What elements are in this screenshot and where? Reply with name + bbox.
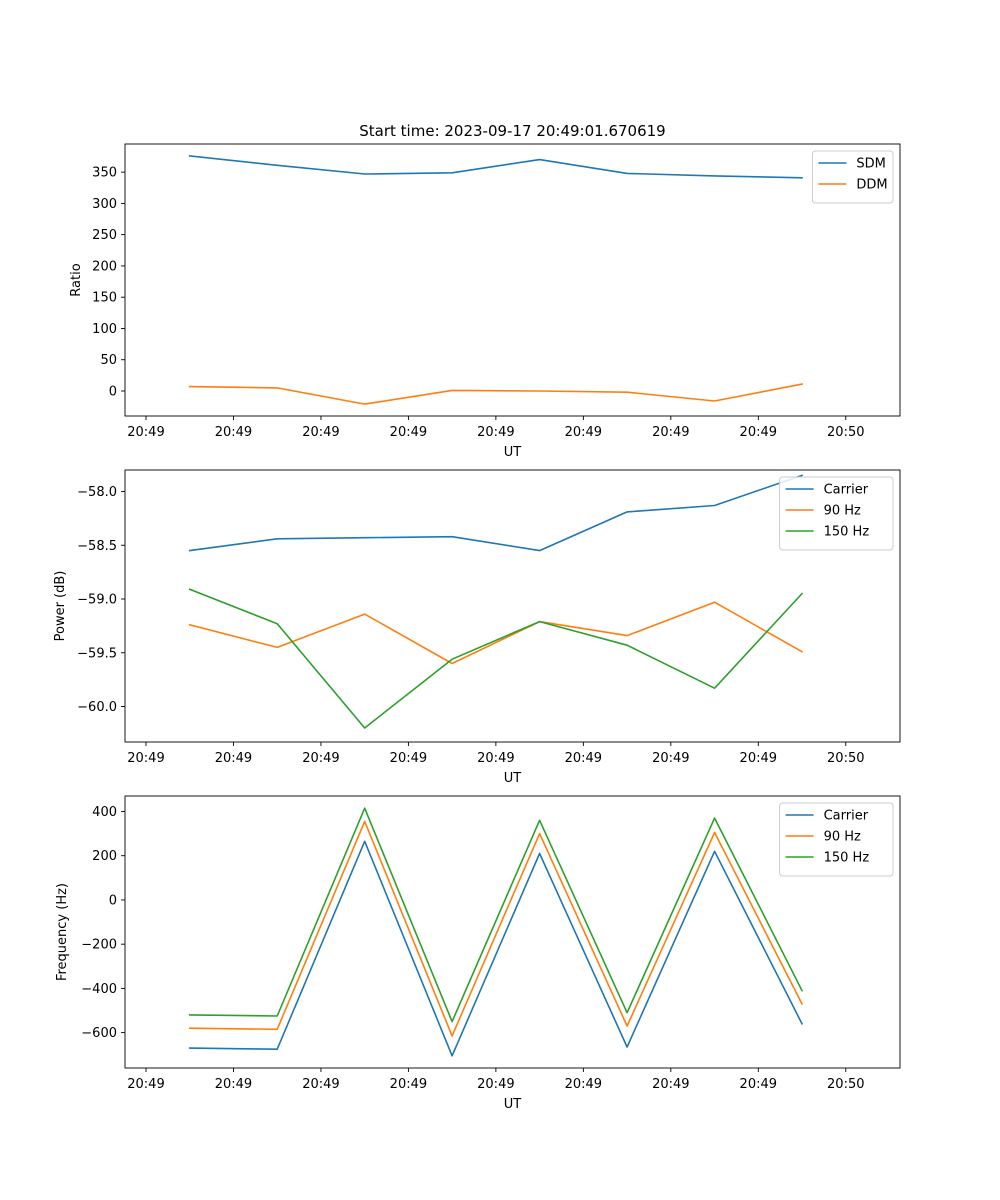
series-line-150-hz	[188, 588, 804, 729]
y-tick-label: 400	[92, 805, 117, 820]
plot-area-frame	[124, 469, 901, 743]
y-tick-label: −200	[81, 938, 117, 953]
subplot-2: 20:49 20:49 20:49 20:49 20:49 20:49 20:49 20:49…	[53, 469, 901, 786]
x-tick-label: 20:49	[302, 751, 339, 766]
y-tick-label: 150	[92, 291, 117, 306]
figure-title: Start time: 2023-09-17 20:49:01.670619	[359, 122, 665, 140]
x-tick-label: 20:49	[127, 425, 164, 440]
y-tick-label: 200	[92, 259, 117, 274]
x-tick-label: 20:49	[390, 1077, 427, 1092]
legend-label: DDM	[856, 178, 887, 193]
legend-label: 90 Hz	[824, 830, 861, 845]
plot-area-frame	[124, 795, 901, 1069]
series-line-carrier	[188, 840, 804, 1057]
y-tick-label: −59.0	[77, 593, 117, 608]
legend-label: 150 Hz	[824, 525, 870, 540]
x-tick-label: 20:49	[390, 751, 427, 766]
x-tick-label: 20:49	[215, 425, 252, 440]
y-axis-label: Power (dB)	[53, 571, 68, 642]
legend: Carrier 90 Hz 150 Hz	[779, 476, 894, 551]
x-axis-label: UT	[504, 771, 522, 786]
x-tick-label: 20:49	[652, 425, 689, 440]
x-tick-label: 20:50	[827, 1077, 864, 1092]
legend-label: SDM	[856, 157, 885, 172]
legend-label: 150 Hz	[824, 851, 870, 866]
x-tick-label: 20:49	[127, 1077, 164, 1092]
subplot-3: 20:49 20:49 20:49 20:49 20:49 20:49 20:49 20:49…	[55, 795, 901, 1112]
y-tick-label: −58.5	[77, 539, 117, 554]
x-axis-label: UT	[504, 1097, 522, 1112]
legend: SDM DDM	[811, 150, 894, 204]
x-tick-label: 20:49	[740, 1077, 777, 1092]
y-axis-label: Ratio	[69, 263, 84, 296]
y-tick-label: 300	[92, 197, 117, 212]
subplots: 20:49 20:49 20:49 20:49 20:49 20:49 20:49 20:49…	[53, 143, 901, 1112]
x-tick-label: 20:49	[477, 1077, 514, 1092]
x-tick-label: 20:49	[740, 751, 777, 766]
x-tick-label: 20:49	[477, 751, 514, 766]
x-tick-label: 20:49	[215, 751, 252, 766]
y-tick-label: 200	[92, 849, 117, 864]
y-tick-label: 50	[100, 353, 117, 368]
x-tick-label: 20:50	[827, 751, 864, 766]
y-tick-label: −60.0	[77, 700, 117, 715]
series-line-sdm	[188, 155, 803, 179]
y-tick-label: 250	[92, 228, 117, 243]
x-tick-label: 20:49	[652, 1077, 689, 1092]
subplot-1: 20:49 20:49 20:49 20:49 20:49 20:49 20:49 20:49…	[69, 143, 901, 460]
y-tick-label: −59.5	[77, 646, 117, 661]
y-tick-label: 100	[92, 322, 117, 337]
x-tick-label: 20:49	[740, 425, 777, 440]
legend: Carrier 90 Hz 150 Hz	[779, 802, 894, 877]
legend-label: 90 Hz	[824, 504, 861, 519]
x-tick-label: 20:49	[652, 751, 689, 766]
x-tick-label: 20:49	[477, 425, 514, 440]
legend-label: Carrier	[824, 809, 869, 824]
plot-area-frame	[124, 143, 901, 417]
series-line-90-hz	[188, 820, 804, 1037]
legend-box	[811, 150, 894, 204]
y-axis-label: Frequency (Hz)	[55, 883, 70, 981]
x-tick-label: 20:49	[302, 1077, 339, 1092]
x-tick-label: 20:49	[390, 425, 427, 440]
y-tick-label: −58.0	[77, 485, 117, 500]
y-tick-label: 350	[92, 166, 117, 181]
y-tick-label: 0	[109, 384, 117, 399]
x-tick-label: 20:50	[827, 425, 864, 440]
x-tick-label: 20:49	[215, 1077, 252, 1092]
series-line-carrier	[188, 474, 804, 552]
y-tick-label: 0	[109, 893, 117, 908]
y-tick-label: −400	[81, 982, 117, 997]
x-tick-label: 20:49	[127, 751, 164, 766]
x-tick-label: 20:49	[565, 1077, 602, 1092]
series-line-ddm	[188, 383, 803, 405]
x-tick-label: 20:49	[565, 751, 602, 766]
y-tick-label: −600	[81, 1026, 117, 1041]
x-tick-label: 20:49	[302, 425, 339, 440]
x-tick-label: 20:49	[565, 425, 602, 440]
x-axis-label: UT	[504, 445, 522, 460]
series-line-150-hz	[188, 807, 804, 1023]
legend-label: Carrier	[824, 483, 869, 498]
